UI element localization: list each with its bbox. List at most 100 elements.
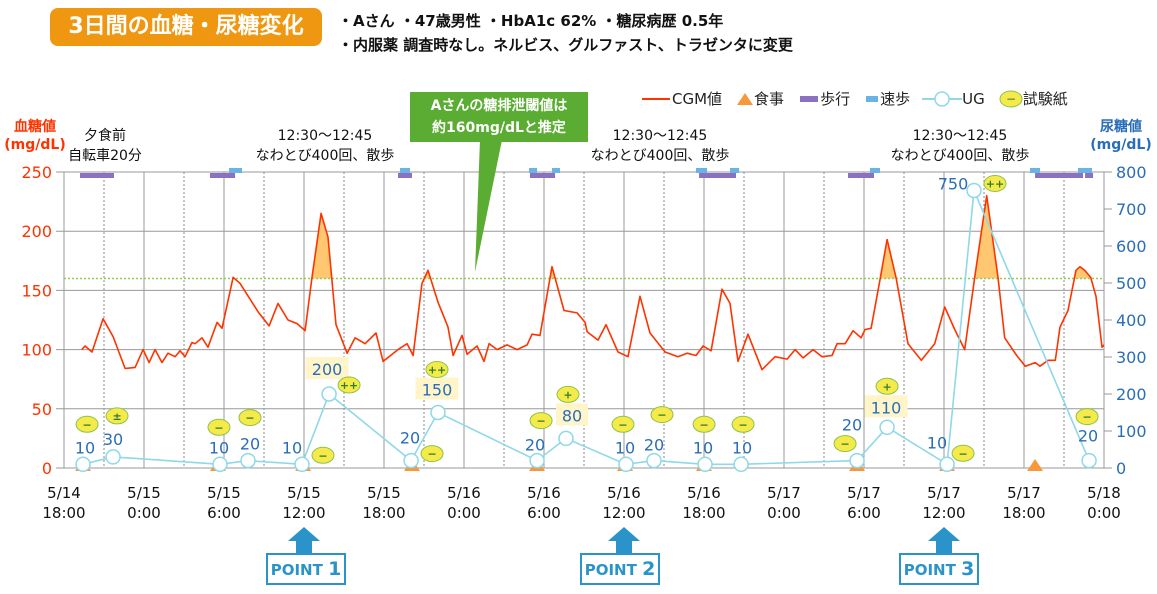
x-tick-date: 5/16: [607, 484, 641, 502]
test-strip-result: ++: [428, 364, 446, 377]
ug-value-label: 20: [240, 435, 260, 454]
right-axis-tick: 700: [1116, 200, 1147, 219]
right-axis-tick: 300: [1116, 348, 1147, 367]
ug-value-label: 30: [103, 430, 123, 449]
callout-tail: [475, 140, 502, 272]
ug-point: [212, 456, 228, 473]
fast-walk-bar: [552, 168, 560, 173]
patient-info-line2: ・内服薬 調査時なし。ネルビス、グルファスト、トラゼンタに変更: [338, 36, 793, 54]
ug-point: [558, 430, 574, 447]
test-strip-marker: [311, 446, 335, 464]
legend-cgm: CGM値: [640, 88, 722, 109]
fast-walk-bar: [400, 168, 410, 173]
test-strip-marker: [75, 415, 99, 433]
legend: CGM値 食事 歩行 速歩 UG − 試験紙: [640, 88, 1068, 109]
test-strip-result: −: [427, 448, 436, 461]
cgm-line: [81, 194, 1105, 371]
ug-point: [966, 182, 982, 199]
x-tick-time: 6:00: [527, 504, 561, 522]
ug-label-box: [415, 377, 459, 400]
walk-bar: [80, 173, 114, 178]
ug-point: [321, 386, 337, 402]
test-strip-result: −: [536, 415, 545, 428]
legend-walk: 歩行: [798, 88, 850, 109]
legend-ug: UG: [922, 90, 985, 108]
test-strip-marker: [337, 376, 361, 394]
bar-icon: [800, 95, 819, 102]
line-icon: [642, 97, 670, 100]
test-strip-marker: [420, 445, 444, 463]
fast-walk-bar: [1078, 168, 1092, 173]
svg-text:−: −: [1006, 92, 1016, 106]
x-tick-date: 5/15: [367, 484, 401, 502]
walk-bar: [1035, 173, 1084, 178]
x-tick-time: 0:00: [447, 504, 481, 522]
left-axis-label: 血糖値: [14, 119, 56, 135]
point-1-label: POINT 1: [266, 553, 346, 585]
test-strip-result: −: [618, 418, 627, 431]
ug-point: [294, 456, 310, 473]
point-2-label: POINT 2: [580, 553, 660, 585]
fast-walk-bar: [529, 168, 538, 173]
walk-bar: [530, 173, 556, 178]
right-axis-tick: 0: [1116, 459, 1126, 478]
x-tick-time: 12:00: [282, 504, 325, 522]
x-tick-time: 12:00: [922, 504, 965, 522]
ug-value-label: 200: [312, 360, 343, 379]
ug-label-box: [864, 395, 908, 418]
annotation-exercise-3: 12:30〜12:45 なわとび400回、散歩: [890, 128, 1030, 164]
circle-marker-icon: [922, 90, 963, 107]
x-tick-date: 5/16: [527, 484, 561, 502]
ug-value-label: 20: [1078, 427, 1098, 446]
callout-line1: Aさんの糖排泄閾値は: [430, 98, 568, 114]
x-tick-time: 0:00: [1087, 504, 1121, 522]
left-axis-tick: 200: [21, 222, 52, 241]
ug-value-label: 20: [644, 436, 664, 455]
x-tick-time: 6:00: [847, 504, 881, 522]
test-strip-result: −: [699, 418, 708, 431]
bar-icon: [866, 95, 879, 102]
ug-point: [529, 452, 545, 469]
left-axis-tick: 150: [21, 281, 52, 300]
annotation-exercise-2: 12:30〜12:45 なわとび400回、散歩: [590, 128, 730, 164]
ug-point: [733, 456, 749, 473]
annotation-cycling: 夕食前 自転車20分: [68, 128, 142, 164]
x-tick-date: 5/15: [207, 484, 241, 502]
ug-value-label: 10: [75, 438, 95, 457]
above-threshold-area: [232, 195, 1092, 279]
test-strip-result: −: [657, 409, 666, 422]
test-strip-marker: [833, 435, 857, 453]
callout-line2: 約160mg/dLと推定: [432, 120, 566, 136]
test-strip-marker: [105, 407, 129, 425]
walk-bar: [848, 173, 874, 178]
test-strip-marker: [692, 415, 716, 433]
ug-point: [105, 449, 121, 465]
test-strip-result: −: [840, 438, 849, 451]
fast-walk-bar: [870, 168, 880, 173]
ug-point: [646, 452, 662, 469]
ug-point: [75, 456, 91, 473]
test-strip-marker: [556, 385, 580, 403]
test-strip-marker: [731, 415, 755, 433]
right-axis-tick: 200: [1116, 385, 1147, 404]
x-tick-date: 5/16: [687, 484, 721, 502]
left-axis-unit: (mg/dL): [4, 137, 66, 153]
walk-bar: [1085, 173, 1094, 178]
point-1-arrow-icon: [288, 527, 320, 553]
x-tick-date: 5/15: [287, 484, 321, 502]
x-tick-time: 6:00: [207, 504, 241, 522]
ug-value-label: 10: [209, 438, 229, 457]
right-axis-tick: 500: [1116, 274, 1147, 293]
test-strip-marker: [529, 412, 553, 430]
x-tick-time: 18:00: [1002, 504, 1045, 522]
ug-point: [430, 404, 446, 421]
ug-value-label: 150: [422, 381, 453, 400]
ug-value-label: 110: [871, 398, 902, 417]
left-axis-tick: 250: [21, 163, 52, 182]
ug-label-box: [556, 403, 588, 426]
x-tick-time: 12:00: [602, 504, 645, 522]
left-axis-tick: 0: [42, 459, 52, 478]
test-strip-marker: [951, 444, 975, 462]
test-strip-result: ++: [986, 178, 1004, 191]
